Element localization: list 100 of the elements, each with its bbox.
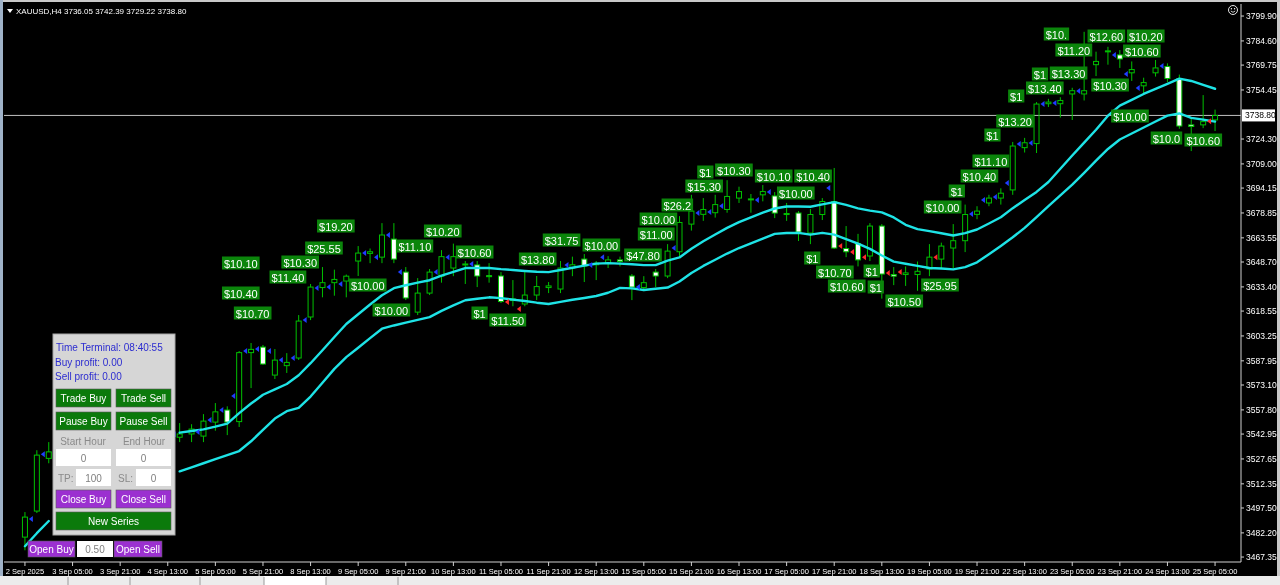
y-tick-label: 3618.55 xyxy=(1246,306,1277,317)
annotation: Close Buy xyxy=(60,494,107,505)
point xyxy=(1028,140,1033,147)
y-tick-label: 3497.50 xyxy=(1246,502,1277,513)
point xyxy=(385,232,390,239)
point xyxy=(671,245,676,252)
annotation: Trade Sell xyxy=(120,393,167,404)
y-tick-label: 3799.90 xyxy=(1246,11,1277,22)
annotation: Pause Buy xyxy=(59,416,108,427)
point xyxy=(861,254,866,261)
point xyxy=(243,348,248,354)
candlestick xyxy=(736,186,743,204)
y-tick-label: 3648.70 xyxy=(1246,257,1277,268)
point xyxy=(850,249,855,256)
point xyxy=(1111,52,1116,59)
button: Pause Sell xyxy=(115,411,172,431)
point xyxy=(278,356,283,363)
annotation: SL: xyxy=(118,472,134,484)
point xyxy=(1207,118,1212,125)
point xyxy=(1135,85,1140,92)
y-tick-label: 3482.20 xyxy=(1246,527,1277,538)
button: Trade Buy xyxy=(55,388,112,408)
y-tick-label: 3587.95 xyxy=(1246,355,1277,366)
button: Pause Buy xyxy=(55,411,112,431)
y-tick-label: 3694.15 xyxy=(1246,183,1277,194)
input-field: 0 xyxy=(136,469,171,486)
candlestick xyxy=(486,262,493,284)
annotation: 0 xyxy=(140,452,147,464)
point xyxy=(28,516,33,523)
point xyxy=(588,262,593,269)
point xyxy=(231,393,236,400)
annotation: Open Buy xyxy=(29,544,74,555)
point xyxy=(397,269,402,276)
y-tick-label: 3784.60 xyxy=(1246,35,1277,46)
y-tick-label: 3769.75 xyxy=(1246,60,1277,71)
y-tick-label: 3724.30 xyxy=(1246,134,1277,145)
annotation: End Hour xyxy=(122,435,166,447)
annotation: Pause Sell xyxy=(119,416,168,427)
point xyxy=(897,269,902,276)
button: Open Buy xyxy=(27,540,76,558)
point xyxy=(374,254,379,261)
button: Close Sell xyxy=(115,489,172,509)
point xyxy=(255,346,260,353)
candlestick xyxy=(1093,51,1100,77)
point xyxy=(302,317,307,324)
point xyxy=(516,306,521,313)
input-field: 0 xyxy=(116,449,171,466)
point xyxy=(266,348,271,354)
y-tick-label: 3663.55 xyxy=(1246,232,1277,243)
annotation: Start Hour xyxy=(60,435,107,447)
point xyxy=(754,197,759,204)
button: New Series xyxy=(55,511,172,531)
annotation: Sell profit: 0.00 xyxy=(55,370,123,382)
input-field: 0.50 xyxy=(77,541,113,557)
point xyxy=(362,250,367,257)
y-tick-label: 3542.95 xyxy=(1246,429,1277,440)
point xyxy=(707,209,712,216)
point xyxy=(433,269,438,276)
y-tick-label: 3557.80 xyxy=(1246,404,1277,415)
annotation: Time Terminal: 08:40:55 xyxy=(56,341,164,353)
annotation: 0.50 xyxy=(85,544,106,555)
point xyxy=(1123,71,1128,78)
y-tick-label: 3527.65 xyxy=(1246,453,1277,464)
button: Close Buy xyxy=(55,489,112,509)
input-field: 100 xyxy=(76,469,111,486)
point xyxy=(290,355,295,361)
point xyxy=(766,189,771,196)
price-tag: 3738.80 xyxy=(1242,109,1276,122)
point xyxy=(600,254,605,261)
y-tick-label: 3633.40 xyxy=(1246,281,1277,292)
point xyxy=(195,429,200,436)
y-tick-label: 3754.45 xyxy=(1246,84,1277,95)
y-tick-label: 3709.00 xyxy=(1246,158,1277,169)
button: Trade Sell xyxy=(115,388,172,408)
annotation: Open Sell xyxy=(116,544,160,555)
annotation: New Series xyxy=(87,516,140,527)
chart-title: XAUUSD,H4 3736.05 3742.39 3729.22 3738.80 xyxy=(16,6,187,16)
y-tick-label: 3573.10 xyxy=(1246,380,1277,390)
y-tick-label: 3512.35 xyxy=(1246,478,1277,489)
annotation: 0 xyxy=(150,472,157,484)
point xyxy=(992,194,997,201)
point xyxy=(40,451,45,458)
point xyxy=(1004,180,1009,187)
point xyxy=(980,197,985,204)
point xyxy=(635,284,640,291)
point xyxy=(504,299,509,306)
annotation: TP: xyxy=(58,472,74,484)
button: Open Sell xyxy=(113,540,163,558)
y-tick-label: 3678.85 xyxy=(1246,207,1277,218)
point xyxy=(314,285,319,292)
annotation: 0 xyxy=(80,452,87,464)
point xyxy=(969,211,974,218)
y-tick-label: 3467.35 xyxy=(1246,552,1277,563)
point xyxy=(719,203,724,210)
annotation: Close Sell xyxy=(120,494,167,505)
annotation: 100 xyxy=(85,472,103,484)
point xyxy=(1016,141,1021,148)
annotation: Trade Buy xyxy=(60,393,107,404)
point xyxy=(885,270,890,277)
input-field: 0 xyxy=(56,449,111,466)
